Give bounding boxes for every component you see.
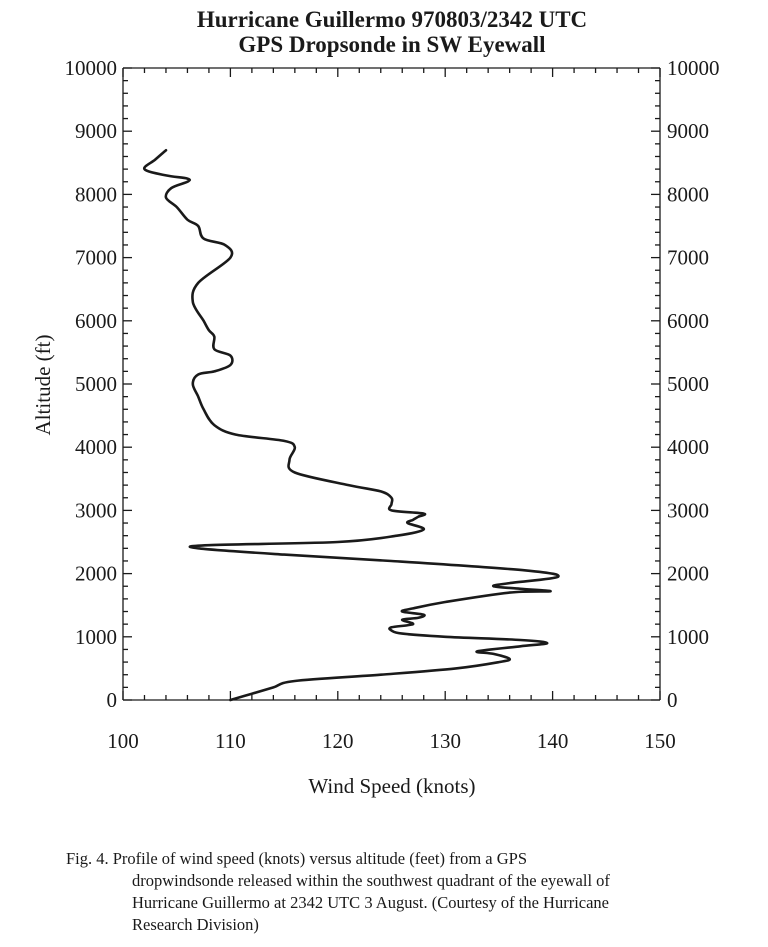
wind-speed-profile-line — [142, 148, 560, 702]
y-tick-label-left: 8000 — [75, 182, 117, 206]
chart: Hurricane Guillermo 970803/2342 UTC GPS … — [31, 7, 720, 798]
y-tick-label-left: 2000 — [75, 562, 117, 586]
y-tick-label-right: 5000 — [667, 372, 709, 396]
y-tick-label-left: 1000 — [75, 625, 117, 649]
y-tick-label-right: 6000 — [667, 309, 709, 333]
y-tick-label-right: 1000 — [667, 625, 709, 649]
axes — [122, 67, 661, 701]
caption-line-1: Fig. 4. Profile of wind speed (knots) ve… — [66, 849, 528, 868]
tick-marks — [122, 67, 661, 701]
x-tick-label: 140 — [537, 729, 569, 753]
x-tick-label: 150 — [644, 729, 676, 753]
y-tick-label-right: 8000 — [667, 182, 709, 206]
y-tick-label-left: 3000 — [75, 498, 117, 522]
y-tick-label-right: 9000 — [667, 119, 709, 143]
caption-line-2: dropwindsonde released within the southw… — [132, 871, 610, 890]
y-tick-label-right: 3000 — [667, 498, 709, 522]
caption-line-4: Research Division) — [132, 915, 259, 934]
y-axis-label: Altitude (ft) — [31, 335, 55, 436]
y-tick-label-right: 7000 — [667, 246, 709, 270]
x-tick-label: 110 — [215, 729, 246, 753]
y-tick-label-right: 2000 — [667, 562, 709, 586]
figure-caption: Fig. 4. Profile of wind speed (knots) ve… — [66, 848, 756, 936]
series-layer — [142, 148, 560, 702]
x-tick-label: 130 — [429, 729, 461, 753]
y-tick-label-left: 9000 — [75, 119, 117, 143]
x-tick-label: 100 — [107, 729, 139, 753]
chart-subtitle: GPS Dropsonde in SW Eyewall — [238, 32, 545, 57]
y-tick-label-left: 4000 — [75, 435, 117, 459]
y-tick-label-left: 6000 — [75, 309, 117, 333]
tick-labels: 0 0 1000 1000 2000 2000 3000 3000 4000 4000 5000 50… — [65, 56, 720, 753]
y-tick-label-left: 0 — [107, 688, 118, 712]
x-axis-label: Wind Speed (knots) — [308, 774, 475, 798]
y-tick-label-left: 5000 — [75, 372, 117, 396]
y-tick-label-left: 7000 — [75, 246, 117, 270]
chart-title: Hurricane Guillermo 970803/2342 UTC — [197, 7, 587, 32]
x-tick-label: 120 — [322, 729, 354, 753]
y-tick-label-right: 0 — [667, 688, 678, 712]
y-tick-label-right: 4000 — [667, 435, 709, 459]
caption-line-3: Hurricane Guillermo at 2342 UTC 3 August… — [132, 893, 610, 912]
y-tick-label-right: 10000 — [667, 56, 720, 80]
y-tick-label-left: 10000 — [65, 56, 118, 80]
